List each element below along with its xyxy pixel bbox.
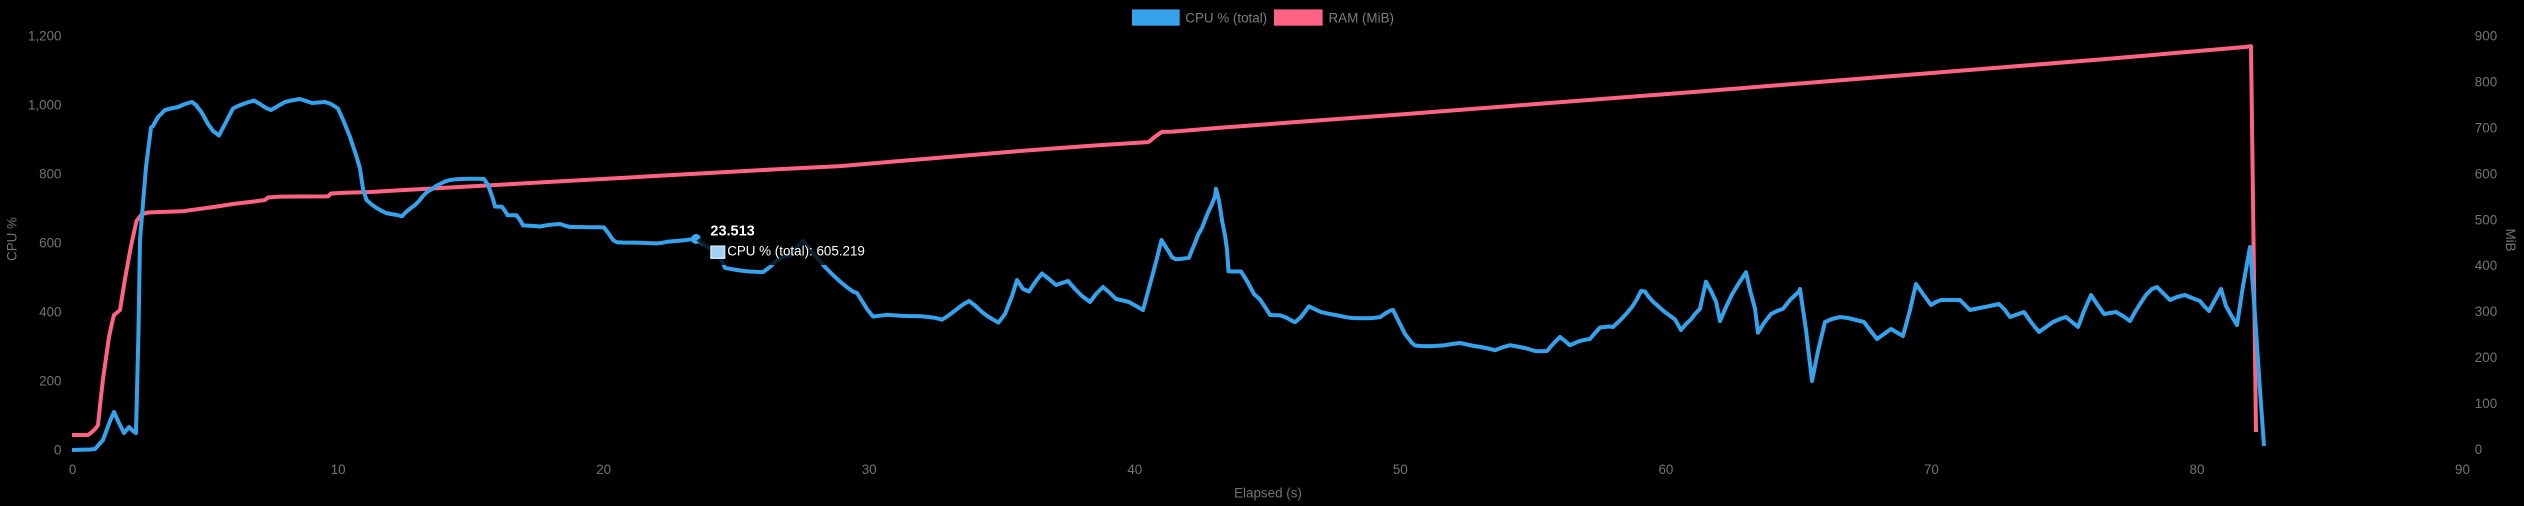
svg-text:Elapsed (s): Elapsed (s) xyxy=(1234,486,1302,501)
svg-text:30: 30 xyxy=(862,462,877,477)
svg-text:50: 50 xyxy=(1393,462,1408,477)
svg-text:40: 40 xyxy=(1127,462,1142,477)
svg-text:70: 70 xyxy=(1924,462,1939,477)
svg-text:MiB: MiB xyxy=(2503,228,2518,251)
svg-text:0: 0 xyxy=(2475,442,2482,457)
svg-text:10: 10 xyxy=(331,462,346,477)
svg-text:80: 80 xyxy=(2190,462,2205,477)
svg-text:0: 0 xyxy=(69,462,76,477)
svg-text:200: 200 xyxy=(2475,350,2497,365)
svg-text:300: 300 xyxy=(2475,304,2497,319)
svg-text:800: 800 xyxy=(39,166,61,181)
svg-text:700: 700 xyxy=(2475,120,2497,135)
svg-text:600: 600 xyxy=(39,235,61,250)
svg-text:900: 900 xyxy=(2475,28,2497,43)
svg-text:400: 400 xyxy=(39,304,61,319)
svg-text:0: 0 xyxy=(54,442,61,457)
svg-text:23.513: 23.513 xyxy=(710,223,754,239)
svg-text:1,000: 1,000 xyxy=(28,97,62,112)
svg-text:1,200: 1,200 xyxy=(28,28,62,43)
svg-text:CPU % (total): CPU % (total) xyxy=(1185,10,1267,25)
svg-text:CPU %: CPU % xyxy=(5,217,20,261)
svg-text:CPU % (total): 605.219: CPU % (total): 605.219 xyxy=(727,243,865,258)
svg-text:500: 500 xyxy=(2475,212,2497,227)
svg-text:60: 60 xyxy=(1658,462,1673,477)
svg-text:20: 20 xyxy=(596,462,611,477)
svg-text:800: 800 xyxy=(2475,74,2497,89)
svg-text:100: 100 xyxy=(2475,396,2497,411)
svg-text:RAM (MiB): RAM (MiB) xyxy=(1329,10,1394,25)
svg-text:400: 400 xyxy=(2475,258,2497,273)
svg-text:200: 200 xyxy=(39,373,61,388)
svg-text:90: 90 xyxy=(2455,462,2470,477)
svg-text:600: 600 xyxy=(2475,166,2497,181)
